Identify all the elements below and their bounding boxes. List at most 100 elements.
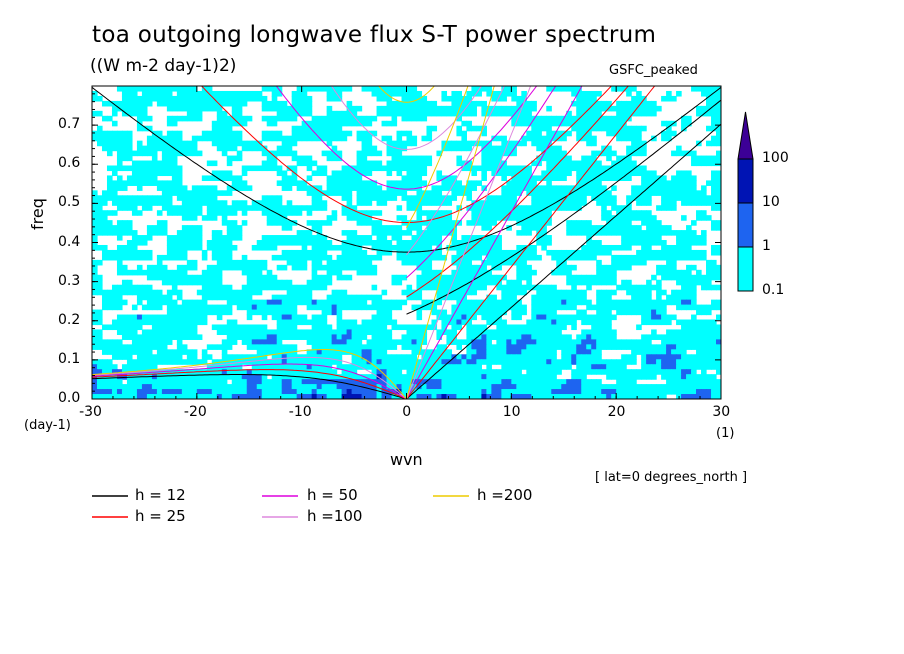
heat-cell — [106, 349, 113, 355]
heat-cell — [456, 130, 463, 137]
heat-cell — [551, 364, 557, 370]
heat-cell — [386, 319, 393, 326]
heat-cell — [276, 150, 283, 157]
heat-cell — [516, 140, 522, 147]
heat-cell — [596, 185, 602, 191]
heat-cell — [426, 249, 433, 256]
heat-cell — [446, 200, 453, 206]
heat-cell — [566, 334, 572, 340]
heat-cell — [556, 175, 562, 181]
heat-cell — [621, 244, 627, 251]
heat-cell — [296, 369, 303, 375]
heat-cell — [471, 329, 477, 336]
heat-cell — [671, 254, 677, 261]
heat-cell — [371, 364, 378, 370]
heat-cell — [691, 379, 697, 385]
heat-cell — [301, 105, 308, 112]
heat-cell — [231, 299, 238, 306]
heat-cell — [566, 349, 572, 355]
heat-cell — [711, 185, 717, 191]
heat-cell — [416, 195, 423, 201]
heat-cell — [621, 215, 627, 221]
heat-cell — [406, 135, 413, 142]
heat-cell — [666, 180, 672, 186]
heat-cell — [356, 115, 363, 122]
heat-cell — [486, 200, 492, 206]
heat-cell — [541, 135, 547, 142]
heat-cell — [156, 165, 163, 172]
heat-cell — [636, 374, 642, 380]
heat-cell — [621, 339, 627, 345]
heat-cell — [621, 165, 627, 172]
heat-cell — [531, 210, 537, 216]
heat-cell — [326, 264, 333, 271]
heat-cell — [571, 374, 577, 380]
heat-cell — [606, 319, 612, 326]
heat-cell — [201, 90, 208, 97]
heat-cell — [221, 244, 228, 251]
heat-cell — [361, 210, 368, 216]
heat-cell — [221, 90, 228, 97]
heat-cell — [161, 95, 168, 102]
heat-cell — [556, 190, 562, 196]
heat-cell — [526, 364, 532, 370]
heat-cell — [381, 349, 388, 355]
heat-cell — [166, 384, 173, 390]
heat-cell — [101, 339, 108, 345]
heat-cell — [701, 200, 707, 206]
heat-cell — [401, 339, 408, 345]
heat-cell — [611, 120, 617, 127]
heat-cell — [516, 309, 522, 316]
heat-cell — [616, 364, 622, 370]
heat-cell — [491, 220, 497, 226]
heat-cell — [221, 145, 228, 152]
heat-cell — [521, 215, 527, 221]
heat-cell — [191, 200, 198, 206]
heat-cell — [231, 95, 238, 102]
heat-cell — [711, 115, 717, 122]
heat-cell — [266, 284, 273, 291]
heat-cell — [716, 105, 721, 112]
heat-cell — [366, 319, 373, 326]
heat-cell — [301, 284, 308, 291]
heat-cell — [141, 354, 148, 360]
heat-cell — [216, 125, 223, 132]
heat-cell — [211, 274, 218, 281]
heat-cell — [271, 195, 278, 201]
heat-cell — [471, 284, 477, 291]
heat-cell — [711, 249, 717, 256]
heat-cell — [646, 110, 652, 117]
heat-cell — [126, 200, 133, 206]
heat-cell — [366, 379, 373, 385]
heat-cell — [276, 86, 283, 92]
heat-cell — [586, 175, 592, 181]
heat-cell — [681, 364, 687, 370]
heat-cell — [711, 190, 717, 196]
heat-cell — [546, 140, 552, 147]
heat-cell — [281, 314, 288, 321]
heat-cell — [126, 145, 133, 152]
heat-cell — [321, 374, 328, 380]
heat-cell — [556, 150, 562, 157]
heat-cell — [401, 344, 408, 350]
heat-cell — [121, 185, 128, 191]
heat-cell — [341, 369, 348, 375]
heat-cell — [531, 140, 537, 147]
heat-cell — [131, 200, 138, 206]
heat-cell — [646, 215, 652, 221]
heat-cell — [321, 369, 328, 375]
heat-cell — [681, 269, 687, 276]
heat-cell — [196, 135, 203, 142]
heat-cell — [471, 304, 477, 311]
heat-cell — [146, 254, 153, 261]
heat-cell — [301, 359, 308, 365]
heat-cell — [176, 190, 183, 196]
heat-cell — [281, 249, 288, 256]
heat-cell — [106, 289, 113, 296]
heat-cell — [256, 334, 263, 340]
heat-cell — [671, 344, 677, 350]
heat-cell — [506, 379, 512, 385]
heat-cell — [281, 304, 288, 311]
heat-cell — [676, 359, 682, 365]
heat-cell — [646, 309, 652, 316]
